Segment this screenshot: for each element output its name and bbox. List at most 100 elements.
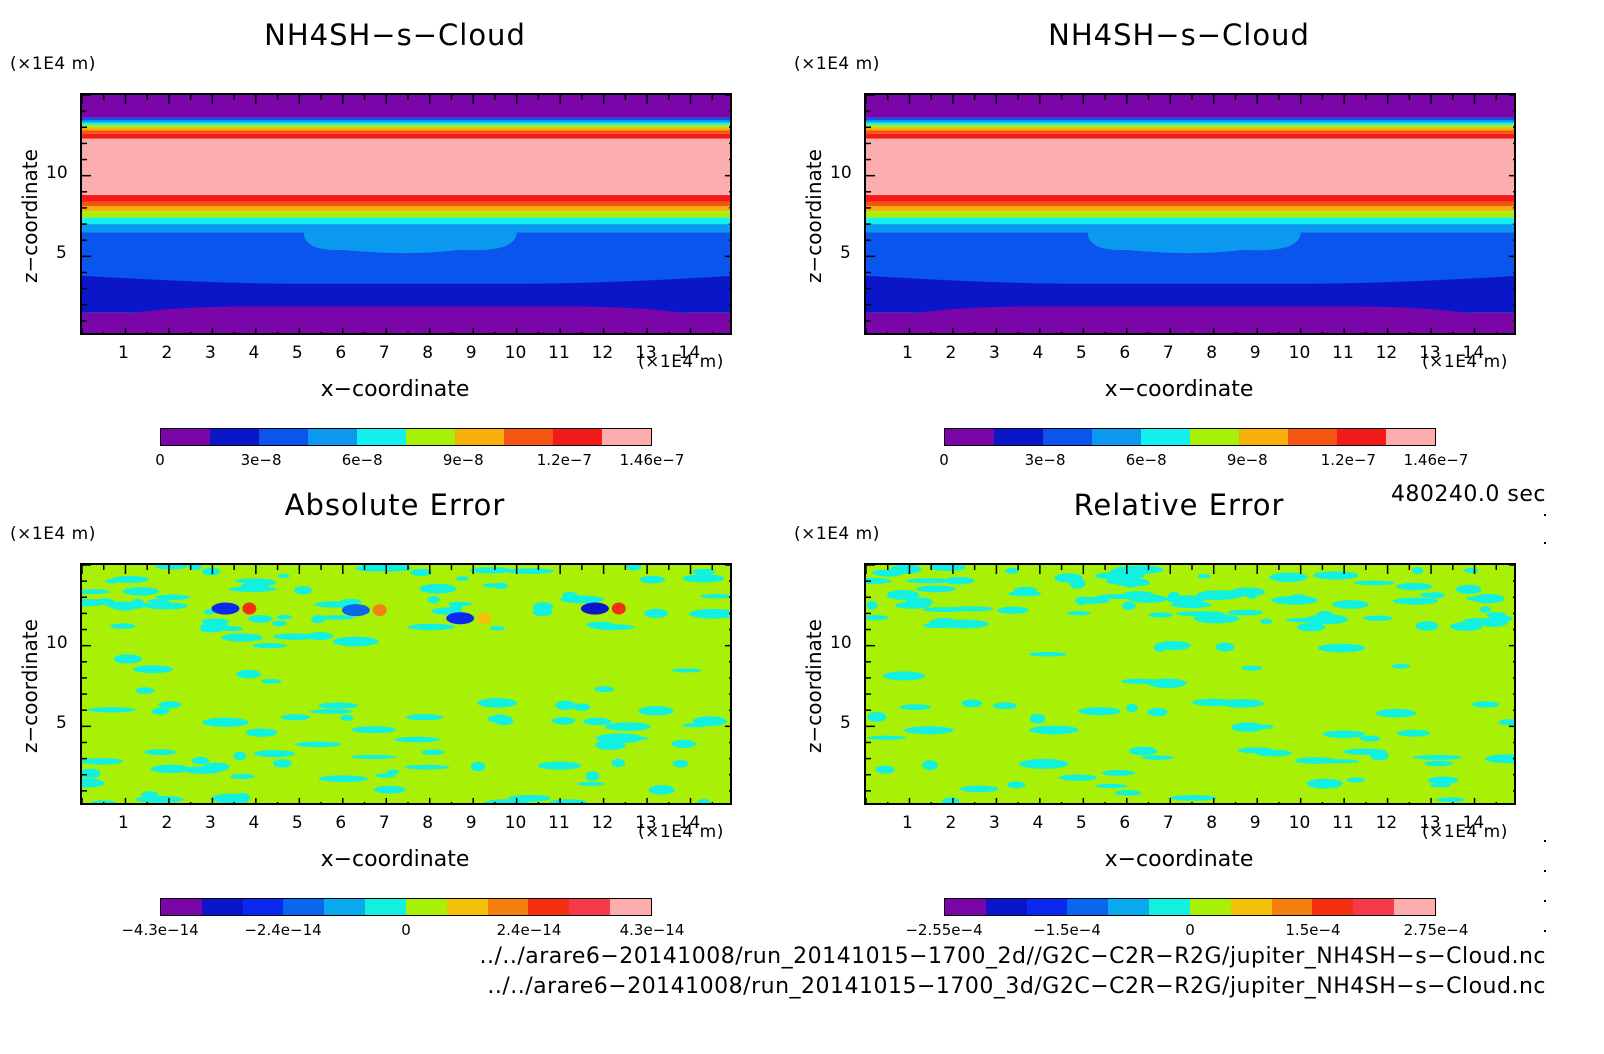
error-blob <box>135 687 155 694</box>
error-blob <box>236 669 261 679</box>
error-blob <box>1353 580 1395 586</box>
error-blob <box>221 633 263 642</box>
x-tick-label: 12 <box>591 343 614 363</box>
colorbar-swatch <box>945 429 994 445</box>
error-blob <box>421 749 445 756</box>
error-blob <box>311 615 326 624</box>
error-blob <box>1484 754 1514 764</box>
error-blob <box>1271 595 1318 605</box>
error-hotspot-pos <box>372 604 387 617</box>
error-blob <box>1375 708 1417 718</box>
plot-svg <box>82 565 730 803</box>
error-blob <box>1231 722 1265 732</box>
error-blob <box>1461 804 1486 805</box>
error-blob <box>890 565 922 574</box>
x-tick-label: 6 <box>1119 343 1131 363</box>
colorbar-label: 1.2e−7 <box>1320 451 1376 469</box>
cloud-band <box>82 127 730 131</box>
colorbar-label: 3e−8 <box>240 451 282 469</box>
x-tick-label: 7 <box>378 343 390 363</box>
error-blob <box>549 799 588 803</box>
error-blob <box>410 568 432 577</box>
cloud-band <box>866 217 1514 225</box>
cloud-band <box>82 224 730 233</box>
error-blob <box>202 717 250 727</box>
error-blob <box>611 758 626 768</box>
error-blob <box>110 623 136 629</box>
cloud-band <box>82 120 730 123</box>
error-blob <box>905 578 954 584</box>
error-hotspot-pos <box>477 612 492 625</box>
error-blob <box>594 686 615 693</box>
x-tick-label: 4 <box>1032 343 1044 363</box>
x-tick-label: 12 <box>1375 813 1398 833</box>
error-blob <box>147 599 170 604</box>
colorbar-swatch <box>201 899 243 915</box>
error-blob <box>88 707 136 713</box>
dot-marker <box>1544 870 1546 872</box>
error-blob <box>915 585 956 593</box>
error-blob <box>364 565 412 572</box>
x-tick-label: 1 <box>902 813 913 833</box>
error-blob <box>1227 609 1264 616</box>
x-tick-label: 8 <box>1206 343 1218 363</box>
error-blob <box>992 702 1017 710</box>
plot-area <box>80 93 732 335</box>
error-blob <box>155 594 191 600</box>
error-blob <box>456 576 469 581</box>
x-tick-label: 12 <box>591 813 614 833</box>
error-blob <box>922 760 938 771</box>
panel-title: Absolute Error <box>284 488 506 522</box>
plot-area <box>80 563 732 805</box>
x-tick-label: 5 <box>291 813 303 833</box>
footer-path-2d: ../../arare6−20141008/run_20141015−1700_… <box>479 944 1546 969</box>
error-blob <box>1260 618 1273 625</box>
error-blob <box>875 765 895 774</box>
x-unit-label: (×1E4 m) <box>1422 352 1508 372</box>
colorbar-swatch <box>1189 899 1231 915</box>
colorbar-swatch <box>161 429 210 445</box>
x-tick-label: 7 <box>1162 813 1174 833</box>
error-blob <box>386 769 400 775</box>
colorbar-swatch <box>1230 899 1272 915</box>
error-blob <box>483 583 499 588</box>
z-tick-label: 5 <box>840 713 851 734</box>
x-tick-label: 5 <box>1075 343 1087 363</box>
dot-marker <box>1544 514 1546 516</box>
x-tick-label: 2 <box>945 813 957 833</box>
colorbar-label: 0 <box>401 921 411 939</box>
panel-title: NH4SH−s−Cloud <box>1048 18 1310 52</box>
error-blob <box>202 762 230 772</box>
error-blob <box>941 797 960 803</box>
colorbar-swatch <box>455 429 504 445</box>
colorbar-label: 9e−8 <box>442 451 484 469</box>
x-tick-label: 10 <box>1288 343 1311 363</box>
x-tick-label: 14 <box>678 343 701 363</box>
cloud-band <box>866 206 1514 212</box>
error-blob <box>1424 760 1454 767</box>
colorbar-swatch <box>259 429 308 445</box>
dot-marker <box>1544 542 1546 544</box>
colorbar-label: 0 <box>1185 921 1195 939</box>
cloud-band <box>866 122 1514 125</box>
error-blob <box>407 623 456 631</box>
colorbar <box>160 428 652 446</box>
z-axis-label: z−coordinate <box>802 619 826 753</box>
colorbar-label: 6e−8 <box>1125 451 1167 469</box>
error-blob <box>1456 584 1482 594</box>
colorbar-swatch <box>1394 899 1435 915</box>
error-blob <box>351 726 397 734</box>
error-blob <box>1316 759 1360 764</box>
x-tick-label: 8 <box>1206 813 1218 833</box>
z-tick-label: 5 <box>56 713 67 734</box>
error-blob <box>393 736 440 743</box>
error-blob <box>340 599 362 605</box>
cloud-band <box>866 195 1514 202</box>
colorbar-label: −4.3e−14 <box>121 921 199 939</box>
error-blob <box>697 799 710 803</box>
x-tick-label: 11 <box>1332 343 1354 363</box>
x-tick-label: 2 <box>945 343 957 363</box>
cloud-band <box>82 133 730 139</box>
x-tick-label: 13 <box>1419 343 1441 363</box>
z-unit-label: (×1E4 m) <box>10 524 96 544</box>
